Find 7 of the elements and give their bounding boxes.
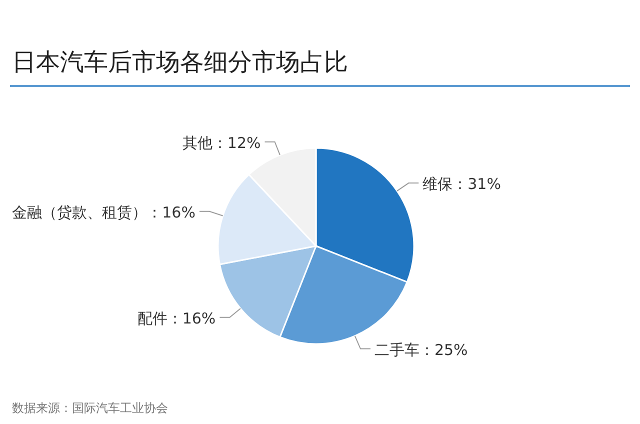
source-note: 数据来源：国际汽车工业协会 xyxy=(12,401,168,415)
slice-label: 其他：12% xyxy=(182,134,261,152)
slice-label: 配件：16% xyxy=(137,309,216,328)
slice-label: 金融（贷款、租赁）：16% xyxy=(12,203,196,222)
chart-title: 日本汽车后市场各细分市场占比 xyxy=(12,48,348,76)
slice-label: 二手车：25% xyxy=(374,340,468,359)
slice-label: 维保：31% xyxy=(422,175,501,194)
